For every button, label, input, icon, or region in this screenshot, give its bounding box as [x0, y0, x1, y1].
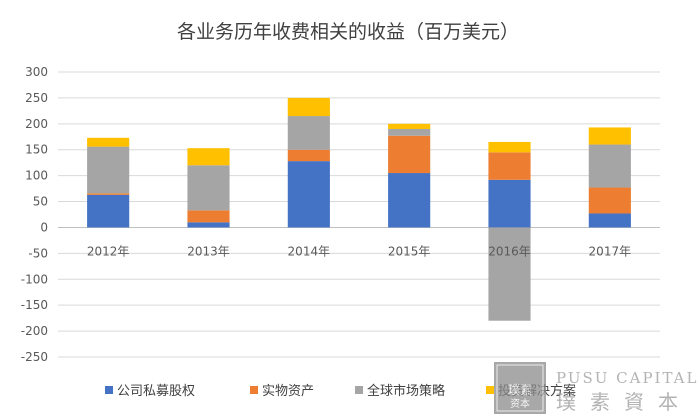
bar-segment — [488, 179, 531, 228]
watermark-chinese: 璞素資本 — [556, 390, 692, 414]
bar-segment — [488, 152, 531, 180]
y-tick-label: -150 — [21, 298, 48, 312]
bar-segment — [87, 137, 130, 147]
svg-text:资本: 资本 — [510, 397, 530, 410]
bar-segment — [388, 135, 431, 174]
x-tick-label: 2013年 — [187, 244, 230, 258]
bar-segment — [187, 148, 230, 166]
legend-label: 实物资产 — [262, 384, 314, 399]
y-tick-label: 50 — [33, 195, 48, 209]
watermark-logo: 璞素 资本 PUSU CAPITAL 璞素資本 — [494, 362, 698, 414]
y-tick-label: 100 — [25, 169, 48, 183]
bar-segment — [287, 116, 330, 150]
x-tick-label: 2016年 — [488, 244, 531, 258]
bar-segment — [287, 161, 330, 228]
watermark-latin: PUSU CAPITAL — [556, 369, 698, 387]
bar-segment — [488, 227, 531, 321]
x-tick-label: 2012年 — [87, 244, 130, 258]
bar-layer — [87, 97, 631, 321]
bar-segment — [287, 97, 330, 117]
bar-segment — [588, 144, 631, 188]
legend-label: 公司私募股权 — [117, 383, 195, 399]
y-tick-label: -200 — [21, 324, 48, 338]
bar-segment — [287, 149, 330, 162]
y-tick-label: 150 — [25, 143, 48, 157]
y-tick-label: -100 — [21, 272, 48, 286]
y-tick-label: -250 — [21, 350, 48, 364]
legend-label: 全球市场策略 — [367, 383, 445, 399]
bar-segment — [388, 173, 431, 228]
bar-segment — [388, 123, 431, 129]
x-tick-label: 2014年 — [288, 244, 331, 258]
x-tick-label: 2015年 — [388, 244, 431, 258]
legend: 公司私募股权实物资产全球市场策略投资解决方案 — [105, 383, 576, 399]
bar-segment — [488, 141, 531, 153]
y-tick-label: 200 — [25, 117, 48, 131]
bar-segment — [187, 222, 230, 228]
legend-swatch — [250, 386, 258, 394]
bar-segment — [588, 187, 631, 214]
watermark-seal — [494, 362, 546, 414]
x-axis-ticks: 2012年 2013年 2014年 2015年 2016年 2017年 — [87, 244, 631, 258]
bar-segment — [87, 193, 130, 195]
bar-segment — [87, 194, 130, 228]
bar-segment — [588, 213, 631, 228]
legend-swatch — [105, 386, 113, 394]
y-tick-label: 0 — [40, 220, 48, 234]
grid-lines — [58, 71, 660, 358]
bar-segment — [87, 146, 130, 194]
y-axis-ticks: 300 250 200 150 100 50 0 -50 -100 -150 -200 -250 — [21, 65, 48, 364]
bar-segment — [388, 129, 431, 136]
legend-swatch — [355, 386, 363, 394]
bar-segment — [187, 210, 230, 223]
bar-segment — [187, 165, 230, 211]
y-tick-label: -50 — [28, 246, 48, 260]
y-tick-label: 300 — [25, 65, 48, 79]
y-tick-label: 250 — [25, 91, 48, 105]
bar-segment — [588, 127, 631, 145]
watermark-seal-text: 璞素 — [508, 383, 532, 397]
chart-title: 各业务历年收费相关的收益（百万美元） — [177, 21, 519, 43]
legend-swatch — [486, 386, 494, 394]
x-tick-label: 2017年 — [589, 244, 632, 258]
